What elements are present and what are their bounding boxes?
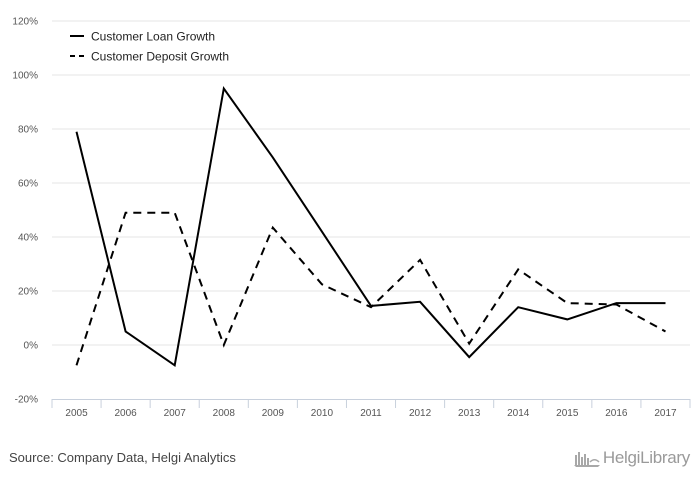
gridlines <box>52 20 690 346</box>
customer-loan-growth-line <box>75 85 666 368</box>
legend-label: Customer Loan Growth <box>91 30 215 44</box>
y-tick-label: 100% <box>12 71 38 82</box>
x-tick-label: 2008 <box>213 408 236 419</box>
x-tick-label: 2006 <box>114 408 137 419</box>
x-tick-label: 2013 <box>458 408 481 419</box>
y-tick-label: 80% <box>18 125 38 136</box>
y-axis: -20% 0% 20% 40% 60% 80% 100% 120% <box>12 17 38 406</box>
x-tick-label: 2005 <box>65 408 88 419</box>
x-tick-label: 2009 <box>262 408 285 419</box>
x-tick-label: 2017 <box>654 408 677 419</box>
logo-text: HelgiLibrary <box>602 448 690 467</box>
y-tick-label: 120% <box>12 17 38 28</box>
x-tick-label: 2012 <box>409 408 432 419</box>
x-tick-label: 2011 <box>360 408 382 419</box>
y-tick-label: 0% <box>24 341 39 352</box>
customer-deposit-growth-line <box>75 211 666 366</box>
y-tick-label: 60% <box>18 179 38 190</box>
x-tick-label: 2010 <box>311 408 334 419</box>
line-chart: -20%0%20%40%60%80%100%120% 2005 2006 2007 2… <box>12 17 691 419</box>
legend-label: Customer Deposit Growth <box>91 50 229 64</box>
series-lines <box>75 85 666 368</box>
y-tick-label: -20% <box>15 395 38 406</box>
source-note: Source: Company Data, Helgi Analytics <box>9 450 236 465</box>
library-icon <box>573 452 600 467</box>
helgi-library-logo: HelgiLibrary <box>573 448 690 468</box>
legend: Customer Loan Growth Customer Deposit Gro… <box>70 30 229 64</box>
y-tick-label: 20% <box>18 287 38 298</box>
x-tick-label: 2016 <box>605 408 628 419</box>
x-axis: 2005 2006 2007 2008 2009 2010 2011 2012 2013 2014… <box>51 399 691 419</box>
x-tick-label: 2014 <box>507 408 530 419</box>
x-tick-label: 2015 <box>556 408 579 419</box>
y-tick-label: 40% <box>18 233 38 244</box>
x-tick-label: 2007 <box>164 408 187 419</box>
